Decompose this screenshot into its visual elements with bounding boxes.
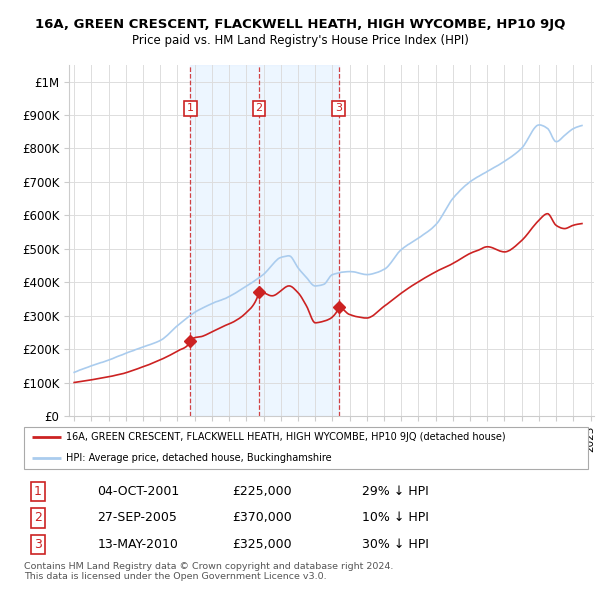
Text: 13-MAY-2010: 13-MAY-2010: [97, 538, 178, 551]
Text: 29% ↓ HPI: 29% ↓ HPI: [362, 485, 429, 498]
Text: 2: 2: [255, 103, 262, 113]
Text: 16A, GREEN CRESCENT, FLACKWELL HEATH, HIGH WYCOMBE, HP10 9JQ (detached house): 16A, GREEN CRESCENT, FLACKWELL HEATH, HI…: [66, 432, 506, 442]
Text: 3: 3: [34, 538, 42, 551]
Bar: [190, 65, 338, 416]
Text: 1: 1: [34, 485, 42, 498]
FancyBboxPatch shape: [24, 427, 588, 469]
Text: 27-SEP-2005: 27-SEP-2005: [97, 512, 177, 525]
Text: HPI: Average price, detached house, Buckinghamshire: HPI: Average price, detached house, Buck…: [66, 454, 332, 463]
Text: 04-OCT-2001: 04-OCT-2001: [97, 485, 179, 498]
Text: £325,000: £325,000: [233, 538, 292, 551]
Text: 1: 1: [187, 103, 194, 113]
Text: 10% ↓ HPI: 10% ↓ HPI: [362, 512, 429, 525]
Text: 30% ↓ HPI: 30% ↓ HPI: [362, 538, 429, 551]
Text: £370,000: £370,000: [233, 512, 292, 525]
Text: 3: 3: [335, 103, 342, 113]
Text: 2: 2: [34, 512, 42, 525]
Text: 16A, GREEN CRESCENT, FLACKWELL HEATH, HIGH WYCOMBE, HP10 9JQ: 16A, GREEN CRESCENT, FLACKWELL HEATH, HI…: [35, 18, 565, 31]
Text: Contains HM Land Registry data © Crown copyright and database right 2024.
This d: Contains HM Land Registry data © Crown c…: [24, 562, 394, 581]
Text: Price paid vs. HM Land Registry's House Price Index (HPI): Price paid vs. HM Land Registry's House …: [131, 34, 469, 47]
Text: £225,000: £225,000: [233, 485, 292, 498]
